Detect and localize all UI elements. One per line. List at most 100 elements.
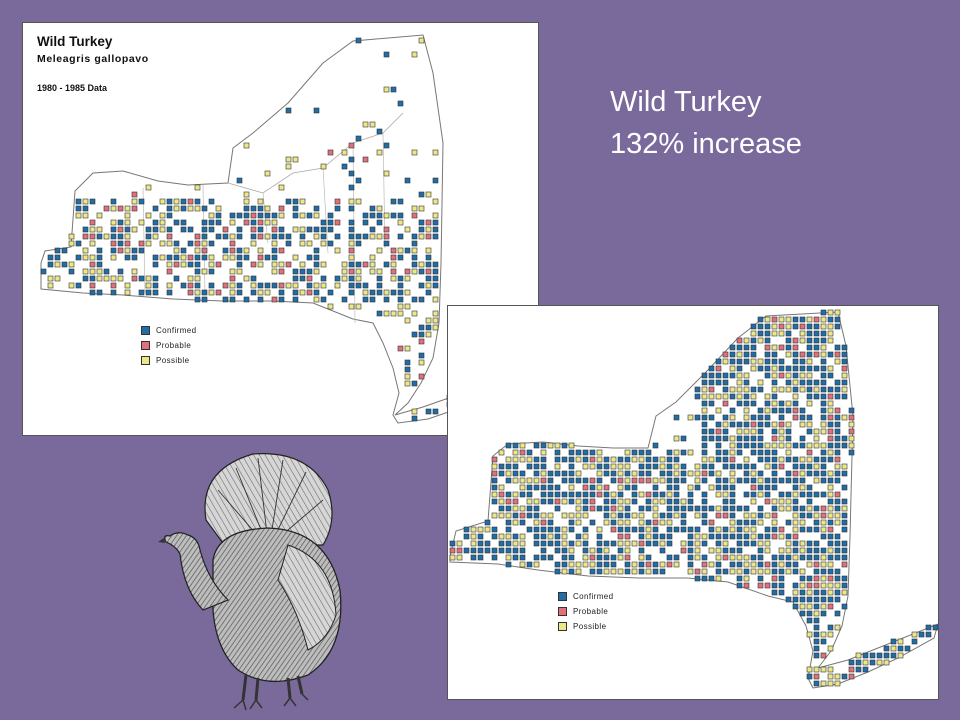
occurrence-cell (596, 561, 603, 568)
occurrence-cell (771, 575, 778, 582)
occurrence-cell (736, 435, 743, 442)
occurrence-cell (425, 219, 432, 226)
occurrence-cell (89, 254, 96, 261)
occurrence-cell (757, 365, 764, 372)
occurrence-cell (250, 205, 257, 212)
occurrence-cell (729, 498, 736, 505)
occurrence-cell (397, 198, 404, 205)
occurrence-cell (820, 414, 827, 421)
occurrence-cell (820, 463, 827, 470)
occurrence-cell (610, 561, 617, 568)
occurrence-cell (152, 226, 159, 233)
occurrence-cell (694, 526, 701, 533)
occurrence-cell (876, 659, 883, 666)
occurrence-cell (603, 491, 610, 498)
occurrence-cell (785, 477, 792, 484)
occurrence-cell (292, 268, 299, 275)
occurrence-cell (799, 435, 806, 442)
occurrence-cell (799, 323, 806, 330)
occurrence-cell (264, 254, 271, 261)
occurrence-cell (750, 512, 757, 519)
occurrence-cell (194, 254, 201, 261)
occurrence-cell (673, 554, 680, 561)
state-outline-map-2000 (449, 309, 938, 689)
occurrence-cell (383, 289, 390, 296)
occurrence-cell (110, 240, 117, 247)
occurrence-cell (505, 470, 512, 477)
occurrence-cell (799, 575, 806, 582)
occurrence-cell (110, 219, 117, 226)
occurrence-cell (701, 386, 708, 393)
occurrence-cell (397, 233, 404, 240)
occurrence-cell (505, 561, 512, 568)
occurrence-cell (729, 568, 736, 575)
occurrence-cell (813, 582, 820, 589)
occurrence-cell (243, 296, 250, 303)
occurrence-cell (201, 226, 208, 233)
occurrence-cell (813, 526, 820, 533)
occurrence-cell (736, 477, 743, 484)
occurrence-cell (827, 330, 834, 337)
occurrence-cell (792, 484, 799, 491)
occurrence-cell (757, 477, 764, 484)
occurrence-cell (243, 212, 250, 219)
occurrence-cell (834, 309, 841, 316)
occurrence-cell (96, 289, 103, 296)
occurrence-cell (834, 589, 841, 596)
occurrence-cell (827, 519, 834, 526)
occurrence-cell (806, 400, 813, 407)
occurrence-cell (264, 233, 271, 240)
occurrence-cell (327, 212, 334, 219)
occurrence-cell (729, 407, 736, 414)
occurrence-cell (820, 421, 827, 428)
occurrence-cell (554, 491, 561, 498)
occurrence-cell (743, 358, 750, 365)
occurrence-cell (827, 400, 834, 407)
occurrence-cell (208, 282, 215, 289)
occurrence-cell (362, 261, 369, 268)
occurrence-cell (68, 261, 75, 268)
occurrence-cell (778, 400, 785, 407)
occurrence-cell (757, 505, 764, 512)
occurrence-cell (589, 547, 596, 554)
occurrence-cell (911, 631, 918, 638)
occurrence-cell (355, 37, 362, 44)
occurrence-cell (645, 505, 652, 512)
occurrence-cell (652, 519, 659, 526)
occurrence-cell (484, 540, 491, 547)
occurrence-cell (313, 268, 320, 275)
occurrence-cell (631, 477, 638, 484)
occurrence-cell (547, 519, 554, 526)
occurrence-cell (411, 310, 418, 317)
occurrence-cell (736, 337, 743, 344)
occurrence-cell (411, 380, 418, 387)
occurrence-cell (855, 652, 862, 659)
occurrence-cell (376, 233, 383, 240)
occurrence-cell (243, 198, 250, 205)
occurrence-cell (201, 289, 208, 296)
occurrence-cell (701, 477, 708, 484)
occurrence-cell (320, 261, 327, 268)
occurrence-cell (792, 365, 799, 372)
possible-swatch (141, 356, 150, 365)
occurrence-cell (841, 603, 848, 610)
occurrence-cell (771, 358, 778, 365)
occurrence-cell (376, 219, 383, 226)
occurrence-cell (722, 449, 729, 456)
occurrence-cell (813, 491, 820, 498)
occurrence-cell (89, 198, 96, 205)
occurrence-cell (124, 240, 131, 247)
occurrence-cell (110, 198, 117, 205)
occurrence-cell (348, 219, 355, 226)
occurrence-cell (540, 456, 547, 463)
occurrence-cell (806, 386, 813, 393)
occurrence-cell (771, 407, 778, 414)
occurrence-cell (96, 254, 103, 261)
occurrence-cell (771, 386, 778, 393)
occurrence-cell (757, 442, 764, 449)
occurrence-cell (166, 282, 173, 289)
occurrence-cell (820, 316, 827, 323)
occurrence-cell (764, 526, 771, 533)
occurrence-cell (313, 233, 320, 240)
occurrence-cell (397, 275, 404, 282)
